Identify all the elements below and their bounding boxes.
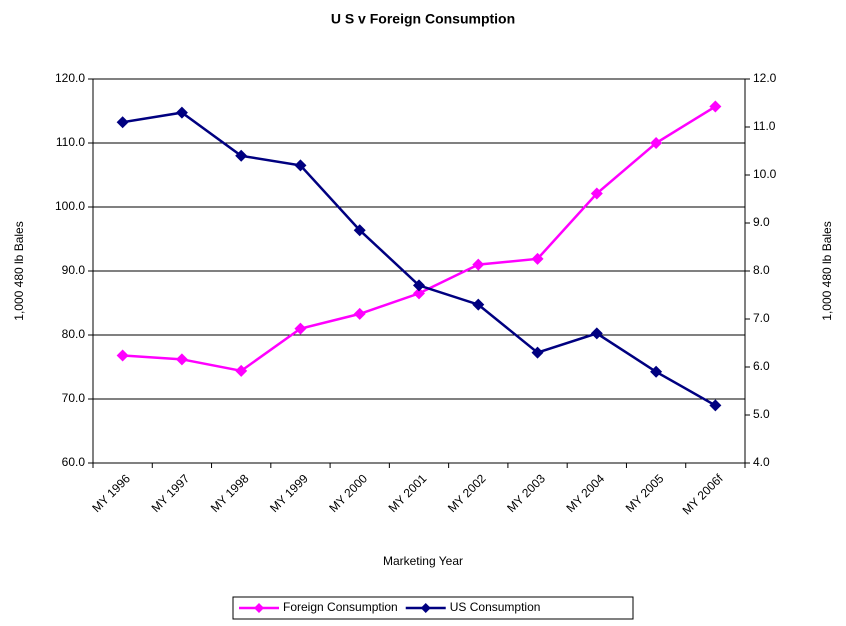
legend-marker xyxy=(254,603,264,613)
x-tick-label: MY 1997 xyxy=(149,471,193,515)
x-tick-label: MY 2002 xyxy=(445,471,489,515)
y2-tick-label: 12.0 xyxy=(753,71,777,85)
data-point xyxy=(531,346,544,359)
data-point xyxy=(175,353,188,366)
y-tick-label: 80.0 xyxy=(62,327,86,341)
data-point xyxy=(294,322,307,335)
x-tick-label: MY 2003 xyxy=(504,471,548,515)
data-point xyxy=(294,159,307,172)
y-tick-label: 100.0 xyxy=(55,199,85,213)
data-point xyxy=(175,106,188,119)
data-point xyxy=(590,327,603,340)
legend-label: US Consumption xyxy=(450,600,541,614)
data-point xyxy=(235,364,248,377)
x-tick-label: MY 2004 xyxy=(563,471,607,515)
legend-label: Foreign Consumption xyxy=(283,600,398,614)
y2-tick-label: 7.0 xyxy=(753,311,770,325)
x-axis-label: Marketing Year xyxy=(383,554,463,568)
y-tick-label: 110.0 xyxy=(56,135,85,149)
series-line xyxy=(122,111,716,407)
series-line xyxy=(122,105,717,373)
data-point xyxy=(650,365,663,378)
y2-tick-label: 5.0 xyxy=(753,407,770,421)
y2-tick-label: 9.0 xyxy=(753,215,770,229)
x-tick-label: MY 2005 xyxy=(623,471,667,515)
y-tick-label: 120.0 xyxy=(55,71,85,85)
data-point xyxy=(235,149,248,162)
y-axis-label: 1,000 480 lb Bales xyxy=(12,221,26,320)
chart-title: U S v Foreign Consumption xyxy=(331,11,515,27)
data-point xyxy=(709,399,722,412)
x-tick-label: MY 2006f xyxy=(680,471,727,518)
data-point xyxy=(650,137,663,149)
data-point xyxy=(472,258,485,271)
y2-axis-label: 1,000 480 lb Bales xyxy=(820,221,834,320)
y-tick-label: 70.0 xyxy=(62,391,86,405)
y2-tick-label: 8.0 xyxy=(753,263,770,277)
data-point xyxy=(353,307,366,320)
data-point xyxy=(709,100,722,113)
x-tick-label: MY 1998 xyxy=(208,471,252,515)
x-tick-label: MY 2000 xyxy=(326,471,370,515)
x-tick-label: MY 1999 xyxy=(267,471,311,515)
data-point xyxy=(472,298,485,311)
data-point xyxy=(413,279,425,292)
x-tick-label: MY 2001 xyxy=(386,471,430,515)
data-point xyxy=(590,187,603,200)
y2-tick-label: 10.0 xyxy=(753,167,777,181)
data-point xyxy=(531,252,544,265)
y-tick-label: 90.0 xyxy=(62,263,86,277)
data-point xyxy=(116,116,129,129)
y2-tick-label: 4.0 xyxy=(753,455,770,469)
y2-tick-label: 11.0 xyxy=(753,119,776,133)
y2-tick-label: 6.0 xyxy=(753,359,770,373)
legend-marker xyxy=(420,603,431,613)
data-point xyxy=(413,287,425,300)
data-point xyxy=(116,349,129,362)
x-tick-label: MY 1996 xyxy=(89,471,133,515)
y-tick-label: 60.0 xyxy=(62,455,86,469)
data-point xyxy=(353,224,366,237)
